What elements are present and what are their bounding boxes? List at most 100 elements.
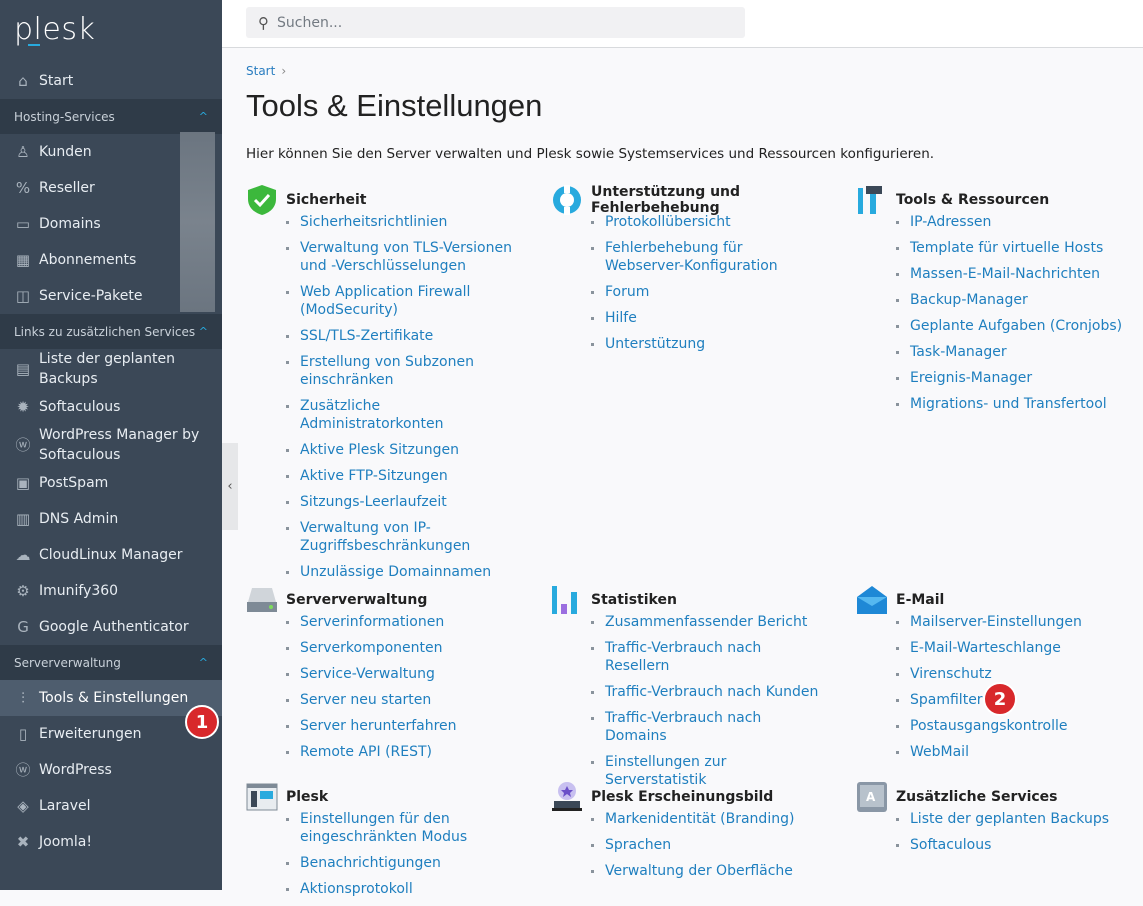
extensions-icon: ▯	[18, 725, 28, 743]
google-icon: G	[17, 618, 29, 636]
section-link[interactable]: Geplante Aufgaben (Cronjobs)	[896, 317, 1143, 335]
sidebar-item-label: DNS Admin	[39, 511, 119, 527]
section-link[interactable]: Fehlerbehebung für Webserver-Konfigurati…	[591, 239, 821, 275]
section-link[interactable]: Serverkomponenten	[286, 639, 526, 657]
section-link[interactable]: Mailserver-Einstellungen	[896, 613, 1143, 631]
sidebar-item[interactable]: ◈ Laravel	[0, 788, 222, 824]
sidebar-item[interactable]: ♙ Kunden	[0, 134, 222, 170]
section-link[interactable]: Unzulässige Domainnamen	[286, 563, 526, 581]
section-link[interactable]: Aktive Plesk Sitzungen	[286, 441, 526, 459]
sidebar-item[interactable]: ⓦ WordPress	[0, 752, 222, 788]
section-link[interactable]: Forum	[591, 283, 821, 301]
section-link[interactable]: Traffic-Verbrauch nach Domains	[591, 709, 821, 745]
section-link[interactable]: Verwaltung der Oberfläche	[591, 862, 821, 880]
cloudlinux-icon: ☁	[15, 546, 31, 564]
section-link[interactable]: Einstellungen für den eingeschränkten Mo…	[286, 810, 526, 846]
section-link[interactable]: Massen-E-Mail-Nachrichten	[896, 265, 1143, 283]
section-sicherheit: Sicherheit Sicherheitsrichtlinien Verwaltu…	[246, 185, 536, 589]
sidebar-item[interactable]: ◫ Service-Pakete	[0, 278, 222, 314]
section-link[interactable]: Erstellung von Subzonen einschränken	[286, 353, 526, 389]
section-unterstützung-und-fehlerbehebung: Unterstützung und Fehlerbehebung Protokol…	[551, 184, 841, 361]
sidebar-item-label: WordPress	[39, 762, 112, 778]
logo-accent	[28, 44, 40, 46]
additional-services-icon: A	[856, 781, 888, 813]
section-link[interactable]: WebMail	[896, 743, 1143, 761]
book-icon: ◫	[15, 287, 31, 305]
section-link[interactable]: Backup-Manager	[896, 291, 1143, 309]
plesk-logo[interactable]: plesk	[14, 12, 96, 47]
sidebar-item[interactable]: ⌂ Start	[0, 63, 222, 99]
chevron-up-icon: ^	[198, 325, 208, 338]
section-link[interactable]: Benachrichtigungen	[286, 854, 526, 872]
section-link[interactable]: Protokollübersicht	[591, 213, 821, 231]
sidebar-item[interactable]: ▥ DNS Admin	[0, 501, 222, 537]
annotation-badge-1: 1	[185, 705, 219, 739]
sidebar-item[interactable]: ▯ Erweiterungen	[0, 716, 222, 752]
section-link[interactable]: Serverinformationen	[286, 613, 526, 631]
sidebar-item[interactable]: ✹ Softaculous	[0, 389, 222, 425]
section-link[interactable]: Service-Verwaltung	[286, 665, 526, 683]
sidebar-section-header[interactable]: Hosting-Services ^	[0, 99, 222, 134]
section-link[interactable]: Template für virtuelle Hosts	[896, 239, 1143, 257]
section-link[interactable]: Server neu starten	[286, 691, 526, 709]
chevron-left-icon: ‹	[227, 479, 233, 494]
sidebar-item-label: Reseller	[39, 180, 95, 196]
section-title: Plesk Erscheinungsbild	[591, 789, 774, 805]
section-link[interactable]: Sprachen	[591, 836, 821, 854]
section-link[interactable]: Web Application Firewall (ModSecurity)	[286, 283, 526, 319]
section-link[interactable]: Task-Manager	[896, 343, 1143, 361]
sidebar-item[interactable]: ✖ Joomla!	[0, 824, 222, 860]
sidebar-item-label: Kunden	[39, 144, 92, 160]
section-link[interactable]: Aktionsprotokoll	[286, 880, 526, 898]
section-link[interactable]: Migrations- und Transfertool	[896, 395, 1143, 413]
section-link[interactable]: SSL/TLS-Zertifikate	[286, 327, 526, 345]
section-title: Sicherheit	[286, 192, 367, 208]
section-link[interactable]: Remote API (REST)	[286, 743, 526, 761]
section-statistiken: Statistiken Zusammenfassender Bericht Traf…	[551, 585, 841, 797]
section-link[interactable]: Traffic-Verbrauch nach Kunden	[591, 683, 821, 701]
section-link[interactable]: Unterstützung	[591, 335, 821, 353]
breadcrumb-start[interactable]: Start	[246, 64, 276, 78]
section-link[interactable]: Verwaltung von IP-Zugriffsbeschränkungen	[286, 519, 526, 555]
section-link[interactable]: Softaculous	[896, 836, 1143, 854]
section-link[interactable]: Sitzungs-Leerlaufzeit	[286, 493, 526, 511]
section-link[interactable]: Einstellungen zur Serverstatistik	[591, 753, 821, 789]
sidebar-item-label: Erweiterungen	[39, 726, 142, 742]
sidebar-section-header[interactable]: Links zu zusätzlichen Services ^	[0, 314, 222, 349]
sidebar-collapse-handle[interactable]: ‹	[222, 443, 238, 530]
section-link[interactable]: Markenidentität (Branding)	[591, 810, 821, 828]
sidebar-item[interactable]: ▤ Liste der geplanten Backups	[0, 349, 222, 389]
sidebar-item[interactable]: ⓦ WordPress Manager by Softaculous	[0, 425, 222, 465]
section-link[interactable]: Ereignis-Manager	[896, 369, 1143, 387]
section-link[interactable]: E-Mail-Warteschlange	[896, 639, 1143, 657]
section-title: E-Mail	[896, 592, 945, 608]
sidebar-section-header[interactable]: Serververwaltung ^	[0, 645, 222, 680]
section-link[interactable]: Zusammenfassender Bericht	[591, 613, 821, 631]
section-link[interactable]: Postausgangskontrolle	[896, 717, 1143, 735]
section-link[interactable]: Sicherheitsrichtlinien	[286, 213, 526, 231]
section-link[interactable]: Zusätzliche Administratorkonten	[286, 397, 526, 433]
section-link[interactable]: Server herunterfahren	[286, 717, 526, 735]
sidebar-item[interactable]: ▭ Domains	[0, 206, 222, 242]
sidebar-item[interactable]: % Reseller	[0, 170, 222, 206]
section-link[interactable]: Liste der geplanten Backups	[896, 810, 1143, 828]
envelope-icon	[856, 584, 888, 616]
section-link[interactable]: Verwaltung von TLS-Versionen und -Versch…	[286, 239, 526, 275]
sidebar-item[interactable]: G Google Authenticator	[0, 609, 222, 645]
section-link[interactable]: Spamfilter	[896, 691, 1143, 709]
search-input[interactable]: ⚲ Suchen...	[246, 7, 745, 38]
breadcrumb-separator: ›	[281, 64, 287, 78]
section-link[interactable]: Virenschutz	[896, 665, 1143, 683]
sidebar-item-label: Start	[39, 73, 74, 89]
chevron-up-icon: ^	[198, 110, 208, 123]
sidebar-item[interactable]: ⫶ Tools & Einstellungen	[0, 680, 222, 716]
sidebar-item[interactable]: ⚙ Imunify360	[0, 573, 222, 609]
sidebar-item[interactable]: ▦ Abonnements	[0, 242, 222, 278]
section-link[interactable]: Hilfe	[591, 309, 821, 327]
sidebar-scrollbar[interactable]	[180, 132, 215, 312]
section-link[interactable]: IP-Adressen	[896, 213, 1143, 231]
section-link[interactable]: Traffic-Verbrauch nach Resellern	[591, 639, 821, 675]
section-link[interactable]: Aktive FTP-Sitzungen	[286, 467, 526, 485]
sidebar-item[interactable]: ▣ PostSpam	[0, 465, 222, 501]
sidebar-item[interactable]: ☁ CloudLinux Manager	[0, 537, 222, 573]
